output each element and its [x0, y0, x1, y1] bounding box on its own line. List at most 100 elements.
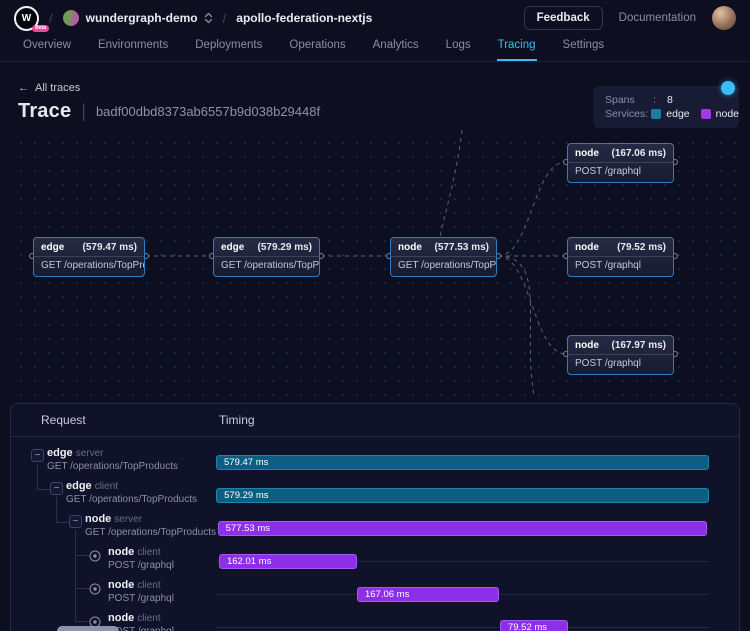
node-duration: (579.47 ms) — [82, 242, 137, 253]
graph-node-graphql-1[interactable]: node (167.06 ms) POST /graphql — [567, 143, 674, 183]
node-service: node — [575, 148, 599, 159]
tab-settings[interactable]: Settings — [562, 39, 605, 51]
request-column-header: Request — [41, 413, 86, 427]
node-operation: GET /operations/TopPro... — [41, 260, 144, 271]
span-leaf-icon — [89, 549, 101, 562]
node-service: edge — [221, 242, 245, 253]
logo-mark-icon: W — [14, 5, 39, 31]
page-title: Trace — [18, 100, 72, 122]
feedback-button[interactable]: Feedback — [523, 6, 603, 30]
graph-node-edge-server[interactable]: edge (579.47 ms) GET /operations/TopPro..… — [33, 237, 145, 277]
user-avatar[interactable] — [712, 6, 736, 30]
span-operation: GET /operations/TopProducts — [66, 494, 197, 505]
node-operation: POST /graphql — [575, 260, 641, 271]
span-duration-bar[interactable]: 577.53 ms — [217, 521, 708, 536]
spans-count: 8 — [667, 94, 673, 106]
node-operation: GET /operations/TopPro... — [221, 260, 319, 271]
tree-connector — [75, 621, 89, 622]
wundergraph-logo[interactable]: W Beta — [14, 5, 49, 32]
span-service: node — [108, 546, 135, 558]
span-duration-bar[interactable]: 579.47 ms — [216, 455, 709, 470]
tab-environments[interactable]: Environments — [97, 39, 169, 51]
breadcrumb-separator: / — [49, 10, 53, 26]
graph-node-node-server[interactable]: node (577.53 ms) GET /operations/TopPro..… — [390, 237, 497, 277]
tab-operations[interactable]: Operations — [289, 39, 346, 51]
node-duration: (577.53 ms) — [434, 242, 489, 253]
chevrons-updown-icon[interactable] — [204, 12, 213, 24]
node-operation: GET /operations/TopPro... — [398, 260, 496, 271]
span-row-node-server[interactable]: − node server GET /operations/TopProducts… — [11, 513, 739, 546]
top-bar: W Beta / wundergraph-demo / apollo-feder… — [0, 0, 750, 36]
tree-connector — [37, 464, 38, 489]
all-traces-label: All traces — [35, 82, 81, 94]
horizontal-scrollbar-thumb[interactable] — [57, 626, 119, 631]
span-operation: POST /graphql — [108, 626, 174, 631]
node-service-name: node — [715, 108, 739, 120]
span-service: node — [108, 612, 135, 624]
org-avatar — [62, 10, 79, 26]
breadcrumb-org[interactable]: wundergraph-demo — [62, 10, 213, 26]
span-kind: client — [137, 547, 161, 558]
project-name: apollo-federation-nextjs — [236, 11, 373, 25]
span-leaf-icon — [89, 582, 101, 595]
timing-column-header: Timing — [219, 413, 255, 427]
graph-node-graphql-3[interactable]: node (167.97 ms) POST /graphql — [567, 335, 674, 375]
node-service: node — [575, 340, 599, 351]
span-row-edge-client[interactable]: − edge client GET /operations/TopProducts… — [11, 480, 739, 513]
span-kind: client — [94, 481, 119, 492]
node-operation: POST /graphql — [575, 166, 641, 177]
graph-node-graphql-2[interactable]: node (79.52 ms) POST /graphql — [567, 237, 674, 277]
graph-node-edge-client[interactable]: edge (579.29 ms) GET /operations/TopPro..… — [213, 237, 320, 277]
node-service-swatch — [700, 109, 711, 119]
tab-analytics[interactable]: Analytics — [372, 39, 419, 51]
node-duration: (579.29 ms) — [257, 242, 312, 253]
timing-track — [216, 561, 709, 562]
collapse-toggle[interactable]: − — [31, 449, 44, 462]
span-duration-bar[interactable]: 79.52 ms — [499, 620, 568, 631]
node-duration: (167.06 ms) — [611, 148, 666, 159]
waterfall-header: Request Timing — [11, 404, 739, 437]
node-service: node — [398, 242, 422, 253]
tab-overview[interactable]: Overview — [23, 39, 71, 51]
span-row-node-client-2[interactable]: node client POST /graphql 167.06 ms — [11, 579, 739, 612]
span-duration-bar[interactable]: 579.29 ms — [216, 488, 709, 503]
trace-summary-card: Spans : 8 Services : edge node — [593, 86, 739, 128]
colon: : — [645, 108, 649, 120]
tree-connector — [37, 489, 50, 490]
timing-track — [216, 627, 709, 628]
documentation-link[interactable]: Documentation — [618, 12, 696, 24]
spans-label: Spans — [605, 94, 635, 106]
node-operation: POST /graphql — [575, 358, 641, 369]
trace-graph-canvas[interactable]: edge (579.47 ms) GET /operations/TopPro..… — [10, 130, 740, 396]
span-operation: GET /operations/TopProducts — [47, 461, 178, 472]
breadcrumb-project[interactable]: apollo-federation-nextjs — [236, 11, 372, 25]
span-operation: POST /graphql — [108, 560, 174, 571]
node-duration: (79.52 ms) — [617, 242, 666, 253]
span-duration-bar[interactable]: 162.01 ms — [218, 554, 357, 569]
span-row-edge-server[interactable]: − edge server GET /operations/TopProducts… — [11, 447, 739, 480]
collapse-toggle[interactable]: − — [50, 482, 63, 495]
breadcrumb-separator: / — [222, 10, 227, 26]
waterfall-body: − edge server GET /operations/TopProducts… — [11, 447, 739, 631]
span-waterfall-panel: Request Timing − edge server GET /operati… — [10, 403, 740, 631]
project-nav: Overview Environments Deployments Operat… — [0, 36, 750, 62]
span-service: node — [85, 513, 112, 525]
span-kind: server — [114, 514, 143, 525]
all-traces-link[interactable]: ← All traces — [18, 82, 80, 94]
tab-logs[interactable]: Logs — [445, 39, 471, 51]
edge-service-swatch — [651, 109, 662, 119]
tab-deployments[interactable]: Deployments — [195, 39, 263, 51]
tab-tracing[interactable]: Tracing — [496, 36, 537, 61]
span-row-node-client-1[interactable]: node client POST /graphql 162.01 ms — [11, 546, 739, 579]
span-service: edge — [47, 447, 73, 459]
span-kind: client — [137, 613, 161, 624]
services-label: Services — [605, 108, 646, 120]
span-service: node — [108, 579, 135, 591]
beacon-dot[interactable] — [721, 81, 735, 95]
span-operation: GET /operations/TopProducts — [85, 527, 216, 538]
node-duration: (167.97 ms) — [611, 340, 666, 351]
collapse-toggle[interactable]: − — [69, 515, 82, 528]
span-duration-bar[interactable]: 167.06 ms — [356, 587, 500, 602]
